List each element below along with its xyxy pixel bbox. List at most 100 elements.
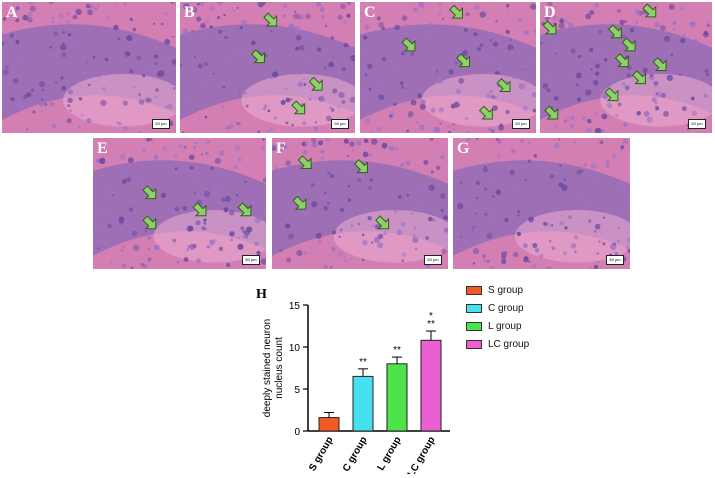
nucleus xyxy=(552,48,558,54)
nucleus xyxy=(126,35,133,42)
nucleus xyxy=(336,69,342,76)
nucleus xyxy=(482,233,487,238)
nucleus xyxy=(343,42,349,48)
nucleus xyxy=(153,155,159,160)
nucleus xyxy=(362,52,367,57)
nucleus xyxy=(58,13,64,19)
nucleus xyxy=(679,73,682,76)
nucleus xyxy=(394,209,398,213)
nucleus xyxy=(2,17,7,21)
nucleus xyxy=(588,219,592,223)
nucleus xyxy=(419,124,425,130)
nucleus xyxy=(29,5,36,12)
nucleus xyxy=(670,53,674,57)
nucleus xyxy=(273,186,276,190)
nucleus xyxy=(283,65,286,69)
nucleus xyxy=(99,212,105,218)
nucleus xyxy=(274,116,277,120)
nucleus xyxy=(531,263,537,269)
nucleus xyxy=(220,184,225,190)
nucleus xyxy=(373,236,380,243)
nucleus xyxy=(443,209,446,213)
nucleus xyxy=(467,198,473,205)
nucleus xyxy=(611,154,617,159)
nucleus xyxy=(298,45,305,51)
nucleus xyxy=(15,9,18,13)
nucleus xyxy=(655,92,658,96)
nucleus xyxy=(624,20,627,23)
nucleus xyxy=(17,58,23,65)
nucleus xyxy=(603,57,608,62)
legend-swatch-l-group xyxy=(466,322,482,331)
nucleus xyxy=(501,251,507,258)
nucleus xyxy=(254,241,259,246)
nucleus xyxy=(576,97,582,102)
nucleus xyxy=(162,146,167,151)
nucleus xyxy=(39,81,45,88)
nucleus xyxy=(559,18,565,24)
histology-panel-g: G 50 μm xyxy=(453,138,630,269)
nucleus xyxy=(124,51,131,57)
nucleus xyxy=(378,94,385,101)
nucleus xyxy=(327,69,332,74)
nucleus xyxy=(416,120,419,124)
nucleus xyxy=(67,89,74,95)
nucleus xyxy=(423,160,429,165)
nucleus xyxy=(257,2,264,8)
nucleus xyxy=(67,104,71,107)
nucleus xyxy=(518,83,525,90)
nucleus xyxy=(283,14,286,17)
nucleus xyxy=(499,38,502,42)
nucleus xyxy=(153,199,156,202)
nucleus xyxy=(106,201,110,205)
nucleus xyxy=(349,141,355,147)
nucleus xyxy=(285,97,291,103)
legend-label-lc-group: LC group xyxy=(488,339,530,350)
nucleus xyxy=(490,216,495,221)
nucleus xyxy=(347,198,352,202)
nucleus xyxy=(205,151,209,155)
panel-label-e: E xyxy=(97,140,108,157)
nucleus xyxy=(587,118,592,124)
nucleus xyxy=(320,149,325,154)
nucleus xyxy=(504,217,509,223)
nucleus xyxy=(189,165,194,170)
nucleus xyxy=(655,106,660,111)
nucleus xyxy=(17,18,20,21)
nucleus xyxy=(458,78,465,84)
nucleus xyxy=(302,121,307,126)
nucleus xyxy=(370,86,377,94)
nucleus xyxy=(492,32,498,39)
nucleus xyxy=(226,58,231,63)
nucleus xyxy=(443,215,448,221)
panel-label-g: G xyxy=(457,140,470,157)
nucleus xyxy=(321,14,325,19)
nucleus xyxy=(655,91,662,98)
nucleus xyxy=(575,72,582,79)
nucleus xyxy=(104,57,109,62)
nucleus xyxy=(326,37,329,40)
nucleus xyxy=(617,102,622,107)
nucleus xyxy=(98,228,105,234)
nucleus xyxy=(338,235,341,238)
nucleus xyxy=(436,165,441,171)
nucleus xyxy=(357,222,360,226)
nucleus xyxy=(156,72,161,77)
nucleus xyxy=(92,55,96,59)
legend-swatch-s-group xyxy=(466,286,482,295)
nucleus xyxy=(193,192,196,195)
nucleus xyxy=(346,154,350,158)
nucleus xyxy=(509,38,512,42)
nucleus xyxy=(497,155,501,159)
nucleus xyxy=(467,31,474,37)
nucleus xyxy=(234,120,238,124)
nucleus xyxy=(484,212,488,216)
nucleus xyxy=(558,138,561,141)
nucleus xyxy=(501,187,506,192)
nucleus xyxy=(107,223,112,229)
nucleus xyxy=(203,31,208,36)
nucleus xyxy=(473,182,476,185)
nucleus xyxy=(594,63,600,69)
nucleus xyxy=(194,141,197,145)
nucleus xyxy=(367,216,372,221)
